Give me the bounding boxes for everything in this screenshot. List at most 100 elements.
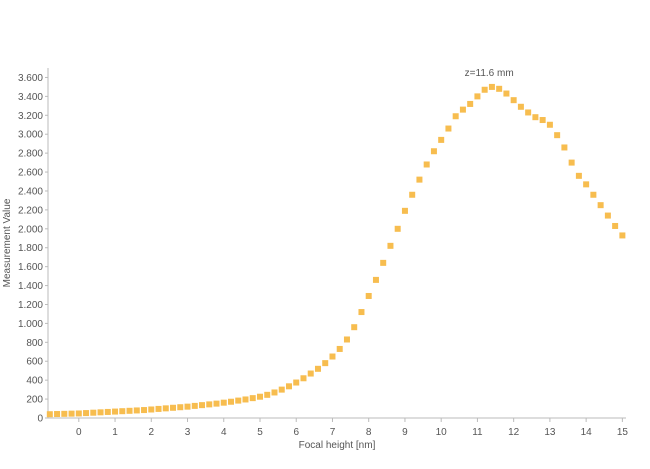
data-point: [300, 375, 307, 382]
data-point: [351, 324, 358, 331]
data-point: [278, 386, 285, 393]
data-point: [380, 259, 387, 266]
data-point: [249, 395, 256, 402]
y-axis-title: Measurement Value: [2, 198, 13, 287]
y-tick-label: 1.800: [18, 243, 43, 254]
data-point: [112, 408, 119, 415]
data-point: [430, 148, 437, 155]
y-tick-label: 1.200: [18, 300, 43, 311]
data-point: [271, 389, 278, 396]
data-point: [401, 207, 408, 214]
data-point: [583, 181, 590, 188]
data-points: [46, 83, 626, 418]
peak-annotation: z=11.6 mm: [465, 68, 514, 79]
x-tick-label: 8: [366, 427, 372, 438]
data-point: [554, 132, 561, 139]
data-point: [452, 113, 459, 120]
data-point: [568, 159, 575, 166]
data-point: [133, 407, 140, 414]
x-tick-label: 7: [330, 427, 336, 438]
x-tick-label: 1: [112, 427, 118, 438]
data-point: [488, 83, 495, 90]
data-point: [416, 176, 423, 183]
data-point: [445, 125, 452, 132]
data-point: [264, 391, 271, 398]
data-point: [141, 407, 148, 414]
data-point: [68, 410, 75, 417]
y-tick-label: 1.600: [18, 262, 43, 273]
data-point: [459, 106, 466, 113]
x-tick-label: 13: [544, 427, 556, 438]
data-point: [546, 121, 553, 128]
y-tick-label: 600: [26, 357, 43, 368]
x-tick-label: 10: [436, 427, 448, 438]
x-tick-label: 11: [472, 427, 483, 438]
data-point: [220, 399, 227, 406]
data-point: [561, 144, 568, 151]
data-point: [517, 103, 524, 110]
data-point: [228, 398, 235, 405]
x-tick-label: 14: [581, 427, 593, 438]
y-tick-label: 2.000: [18, 224, 43, 235]
x-tick-label: 2: [148, 427, 154, 438]
x-tick-label: 5: [257, 427, 263, 438]
data-point: [496, 85, 503, 92]
data-point: [314, 365, 321, 372]
data-point: [90, 409, 97, 416]
y-axis-ticks: 0 200 400 600 800 1.000 1.200 1.400 1.600 1.800 2.…: [18, 73, 48, 425]
data-point: [191, 402, 198, 409]
y-tick-label: 3.400: [18, 92, 43, 103]
data-point: [162, 405, 169, 412]
data-point: [597, 202, 604, 209]
data-point: [322, 360, 329, 367]
data-point: [394, 225, 401, 232]
y-tick-label: 1.000: [18, 319, 43, 330]
data-point: [83, 410, 90, 417]
data-point: [104, 408, 111, 415]
y-tick-label: 800: [26, 338, 43, 349]
data-point: [467, 100, 474, 107]
x-tick-label: 9: [402, 427, 408, 438]
data-point: [199, 402, 206, 409]
x-tick-label: 6: [293, 427, 299, 438]
y-tick-label: 400: [26, 376, 43, 387]
y-tick-label: 3.600: [18, 73, 43, 84]
data-point: [358, 309, 365, 316]
x-tick-label: 15: [617, 427, 629, 438]
data-point: [612, 222, 619, 229]
data-point: [213, 400, 220, 407]
data-point: [575, 172, 582, 179]
x-tick-label: 3: [185, 427, 191, 438]
y-tick-label: 2.600: [18, 168, 43, 179]
data-point: [307, 370, 314, 377]
x-axis-title: Focal height [nm]: [299, 440, 376, 451]
data-point: [387, 242, 394, 249]
data-point: [343, 336, 350, 343]
y-tick-label: 2.400: [18, 186, 43, 197]
data-point: [539, 117, 546, 124]
data-point: [590, 191, 597, 198]
data-point: [525, 109, 532, 116]
x-tick-label: 12: [508, 427, 520, 438]
data-point: [235, 397, 242, 404]
data-point: [119, 408, 126, 415]
y-tick-label: 0: [37, 414, 43, 425]
data-point: [148, 406, 155, 413]
data-point: [170, 404, 177, 411]
y-tick-label: 3.000: [18, 130, 43, 141]
x-axis-ticks: 0 1 2 3 4 5 6 7 8 9 10 11 12 13 14 15: [76, 418, 628, 438]
y-tick-label: 200: [26, 395, 43, 406]
data-point: [177, 404, 184, 411]
data-point: [126, 407, 133, 414]
y-tick-label: 2.800: [18, 149, 43, 160]
data-point: [503, 90, 510, 97]
data-point: [293, 379, 300, 386]
x-tick-label: 0: [76, 427, 82, 438]
data-point: [619, 232, 626, 239]
x-tick-label: 4: [221, 427, 227, 438]
data-point: [155, 405, 162, 412]
data-point: [46, 411, 53, 418]
y-tick-label: 1.400: [18, 281, 43, 292]
data-point: [604, 212, 611, 219]
data-point: [97, 409, 104, 416]
